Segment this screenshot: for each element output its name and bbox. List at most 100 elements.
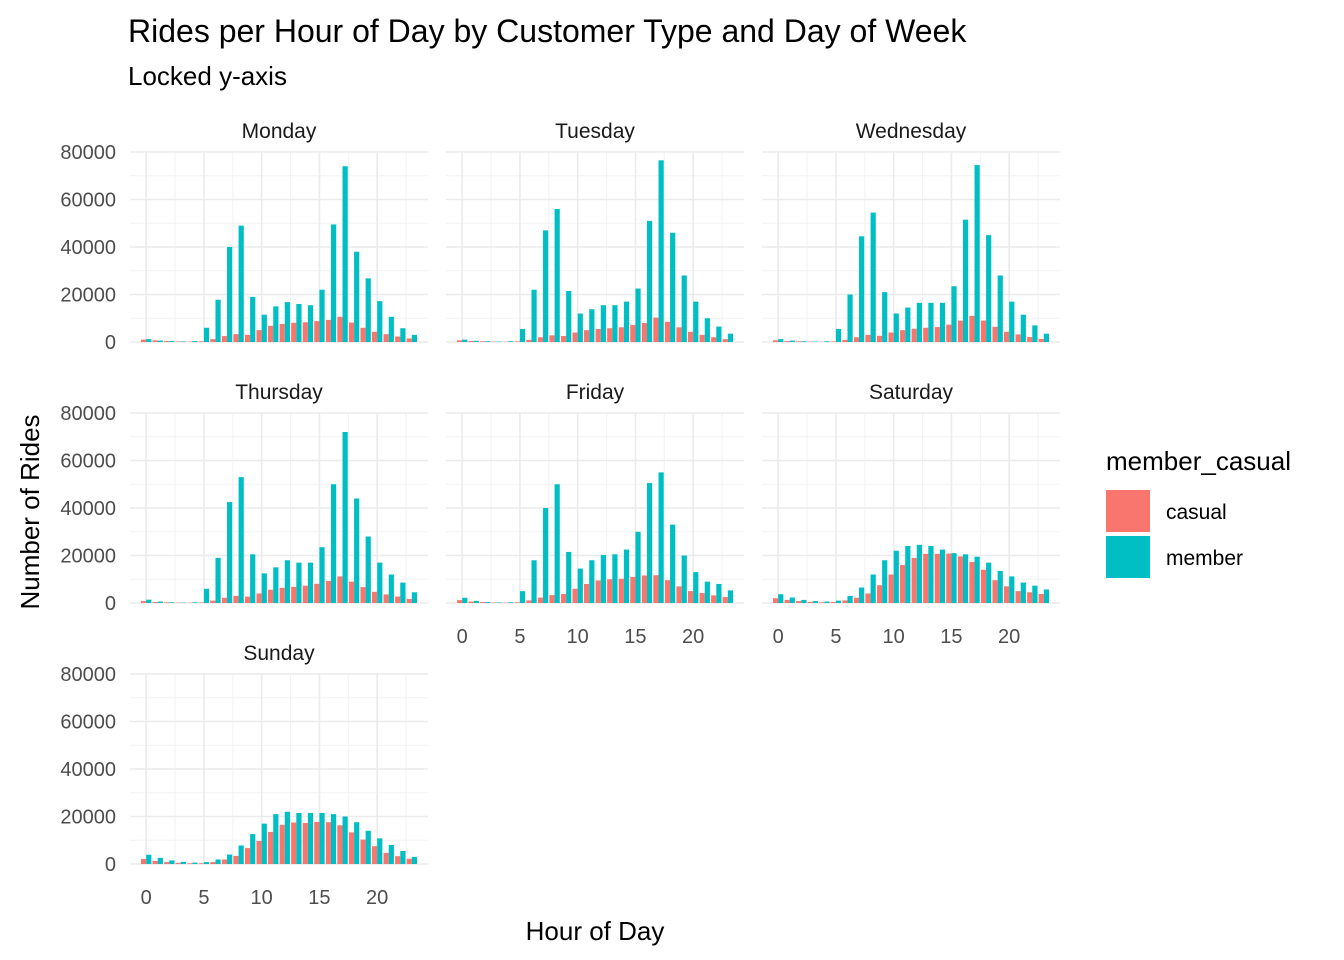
bar-member	[670, 232, 676, 342]
bar-member	[658, 472, 664, 603]
bar-member	[951, 553, 957, 603]
bar-member	[261, 314, 267, 342]
bar-member	[203, 862, 210, 864]
bar-casual	[514, 602, 520, 603]
facet-strip-label: Sunday	[243, 642, 315, 665]
bar-casual	[256, 840, 262, 864]
bar-member	[508, 602, 514, 603]
bar-member	[612, 554, 618, 603]
bar-member	[905, 546, 911, 603]
bar-casual	[164, 341, 170, 342]
bar-casual	[676, 586, 682, 603]
bar-member	[859, 236, 865, 342]
bar-member	[227, 247, 233, 342]
bar-member	[377, 301, 383, 342]
bar-casual	[923, 553, 929, 603]
bar-casual	[468, 341, 474, 342]
bar-casual	[395, 856, 401, 864]
bar-casual	[268, 325, 274, 342]
bar-member	[589, 309, 595, 342]
y-tick-label: 40000	[60, 498, 116, 520]
bar-casual	[842, 339, 848, 342]
bar-casual	[772, 598, 779, 603]
bar-member	[801, 341, 807, 342]
bar-member	[635, 531, 641, 603]
x-tick-label: 20	[366, 887, 388, 909]
bar-member	[250, 554, 256, 603]
bar-member	[882, 560, 888, 603]
bar-member	[342, 816, 348, 864]
bar-casual	[584, 584, 590, 603]
bar-casual	[140, 859, 147, 864]
bar-member	[250, 296, 256, 342]
bar-casual	[140, 339, 147, 342]
bar-casual	[1038, 338, 1044, 342]
bar-member	[577, 313, 583, 342]
bar-member	[330, 814, 337, 864]
bar-casual	[641, 323, 647, 342]
bar-casual	[1038, 593, 1044, 603]
bar-member	[986, 562, 992, 603]
bar-casual	[699, 593, 705, 603]
bar-casual	[371, 846, 378, 864]
bar-member	[261, 823, 267, 864]
x-tick-label: 20	[682, 626, 704, 648]
bar-casual	[911, 557, 917, 603]
bar-member	[893, 550, 899, 603]
bar-casual	[348, 322, 355, 342]
bar-member	[473, 600, 479, 603]
bar-casual	[514, 341, 520, 342]
bar-member	[411, 334, 418, 342]
bar-member	[870, 212, 876, 342]
bar-member	[411, 856, 418, 864]
bar-casual	[1003, 331, 1010, 342]
bar-casual	[383, 594, 389, 603]
bar-casual	[992, 326, 998, 342]
bar-casual	[302, 585, 308, 603]
bar-casual	[198, 602, 204, 603]
bar-member	[330, 224, 337, 342]
bar-member	[307, 305, 314, 342]
facet-strip-label: Saturday	[869, 381, 954, 404]
bar-member	[531, 289, 537, 342]
bar-casual	[842, 600, 848, 603]
bar-casual	[279, 323, 285, 342]
bar-casual	[152, 602, 158, 603]
bar-casual	[337, 316, 343, 342]
bar-casual	[911, 328, 917, 342]
bar-member	[284, 560, 290, 603]
bar-casual	[152, 860, 158, 864]
bar-casual	[934, 327, 940, 342]
bar-member	[716, 584, 722, 603]
bar-casual	[256, 593, 262, 603]
bar-casual	[807, 601, 813, 603]
x-tick-label: 10	[883, 626, 905, 648]
bar-casual	[957, 556, 963, 603]
bar-member	[704, 581, 710, 603]
bar-member	[227, 854, 233, 864]
bar-casual	[934, 553, 940, 603]
legend-key-casual	[1106, 490, 1150, 532]
bar-casual	[607, 579, 613, 603]
bar-member	[778, 339, 784, 342]
bar-casual	[406, 338, 412, 342]
bar-casual	[772, 340, 779, 342]
bar-member	[462, 339, 468, 342]
bar-member	[388, 845, 394, 864]
bar-casual	[1015, 334, 1021, 342]
bar-casual	[233, 334, 239, 342]
bar-member	[646, 220, 653, 342]
facet-strip-label: Monday	[242, 120, 317, 143]
y-tick-label: 60000	[60, 712, 116, 734]
bar-casual	[549, 595, 555, 603]
bar-casual	[348, 581, 355, 603]
bar-casual	[876, 585, 883, 603]
y-tick-label: 0	[105, 332, 116, 354]
bar-member	[986, 235, 992, 342]
bar-casual	[923, 327, 929, 342]
bar-casual	[233, 855, 239, 864]
bar-member	[623, 301, 630, 342]
bar-casual	[980, 569, 987, 603]
bar-member	[192, 341, 198, 342]
bar-casual	[653, 575, 659, 603]
